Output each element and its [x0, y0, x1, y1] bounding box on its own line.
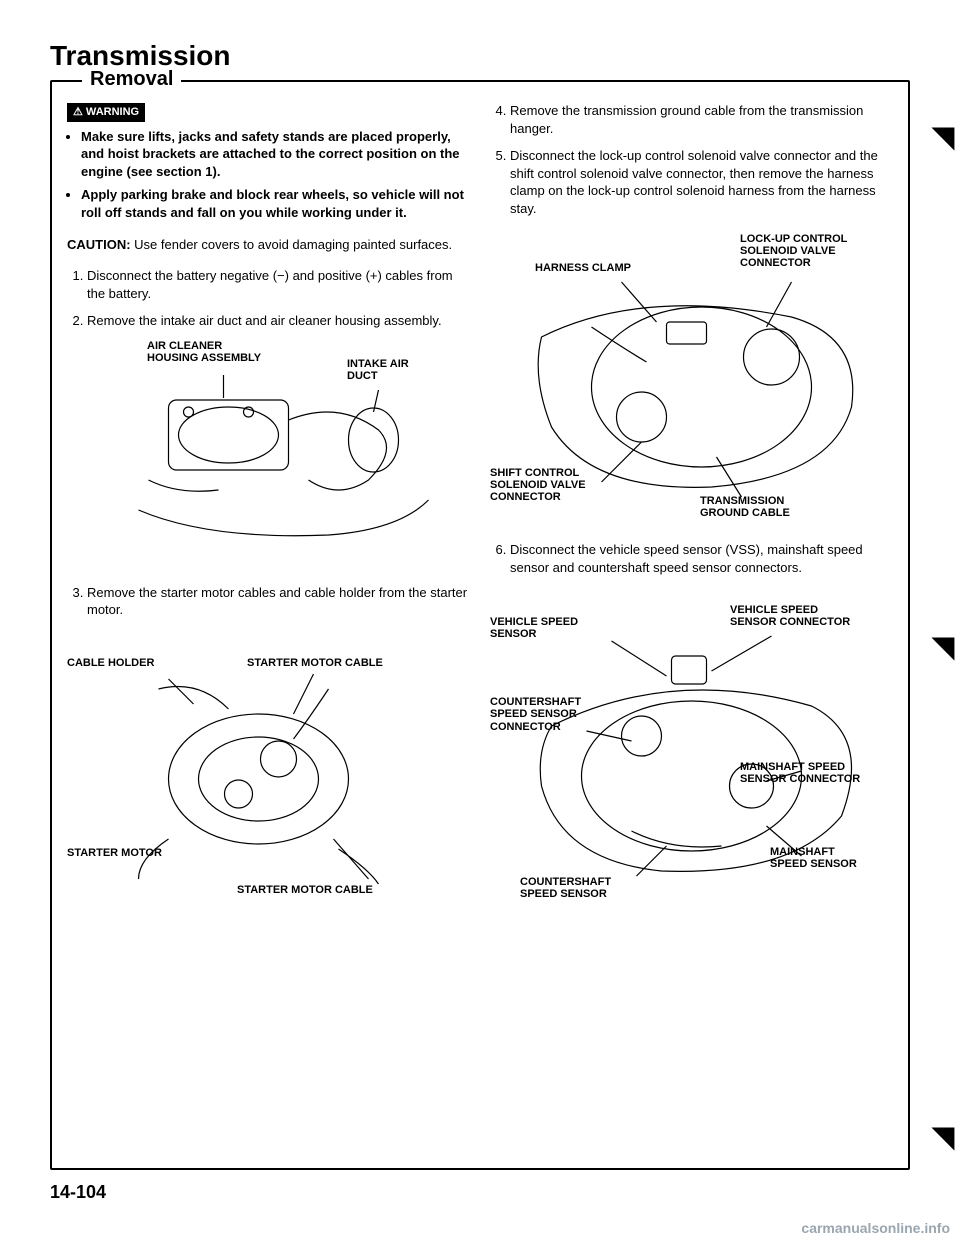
step-item: Remove the transmission ground cable fro… — [510, 102, 893, 137]
caution-block: CAUTION: Use fender covers to avoid dama… — [67, 236, 470, 254]
step-item: Disconnect the battery negative (−) and … — [87, 267, 470, 302]
label-starter-motor: STARTER MOTOR — [67, 847, 162, 859]
label-vss: VEHICLE SPEED SENSOR — [490, 616, 578, 640]
edge-mark: ◥ — [932, 630, 954, 663]
label-mainshaft: MAINSHAFT SPEED SENSOR — [770, 846, 857, 870]
figure-starter-motor: CABLE HOLDER STARTER MOTOR CABLE STARTER… — [67, 629, 470, 899]
caution-label: CAUTION: — [67, 237, 131, 252]
left-column: ⚠ WARNING Make sure lifts, jacks and saf… — [67, 102, 470, 1153]
caution-text: Use fender covers to avoid damaging pain… — [134, 237, 452, 252]
diagram-illustration — [67, 340, 470, 570]
label-harness-clamp: HARNESS CLAMP — [535, 262, 631, 274]
label-air-cleaner: AIR CLEANER HOUSING ASSEMBLY — [147, 340, 261, 364]
page-number: 14-104 — [50, 1182, 910, 1203]
label-starter-cable-top: STARTER MOTOR CABLE — [247, 657, 383, 669]
edge-mark: ◥ — [932, 1120, 954, 1153]
label-intake-duct: INTAKE AIR DUCT — [347, 358, 409, 382]
right-steps-cont: Disconnect the vehicle speed sensor (VSS… — [490, 541, 893, 576]
warning-item: Apply parking brake and block rear wheel… — [81, 186, 470, 221]
label-shift: SHIFT CONTROL SOLENOID VALVE CONNECTOR — [490, 467, 586, 503]
edge-mark: ◥ — [932, 120, 954, 153]
figure-speed-sensors: VEHICLE SPEED SENSOR VEHICLE SPEED SENSO… — [490, 586, 893, 896]
figure-solenoid: HARNESS CLAMP LOCK-UP CONTROL SOLENOID V… — [490, 227, 893, 527]
warning-badge: ⚠ WARNING — [67, 103, 145, 122]
label-counter-conn: COUNTERSHAFT SPEED SENSOR CONNECTOR — [490, 696, 581, 732]
right-column: Remove the transmission ground cable fro… — [490, 102, 893, 1153]
section-box: Removal ⚠ WARNING Make sure lifts, jacks… — [50, 80, 910, 1170]
label-starter-cable-bottom: STARTER MOTOR CABLE — [237, 884, 373, 896]
label-vss-conn: VEHICLE SPEED SENSOR CONNECTOR — [730, 604, 850, 628]
label-ground: TRANSMISSION GROUND CABLE — [700, 495, 790, 519]
label-mainshaft-conn: MAINSHAFT SPEED SENSOR CONNECTOR — [740, 761, 860, 785]
left-steps-cont: Remove the starter motor cables and cabl… — [67, 584, 470, 619]
label-lockup: LOCK-UP CONTROL SOLENOID VALVE CONNECTOR — [740, 233, 847, 269]
step-item: Disconnect the vehicle speed sensor (VSS… — [510, 541, 893, 576]
watermark: carmanualsonline.info — [801, 1220, 950, 1236]
warning-list: Make sure lifts, jacks and safety stands… — [67, 128, 470, 222]
label-cable-holder: CABLE HOLDER — [67, 657, 154, 669]
section-label: Removal — [82, 68, 181, 91]
step-item: Remove the intake air duct and air clean… — [87, 312, 470, 330]
warning-item: Make sure lifts, jacks and safety stands… — [81, 128, 470, 181]
label-counter: COUNTERSHAFT SPEED SENSOR — [520, 876, 611, 900]
right-steps: Remove the transmission ground cable fro… — [490, 102, 893, 217]
left-steps: Disconnect the battery negative (−) and … — [67, 267, 470, 330]
figure-air-cleaner: AIR CLEANER HOUSING ASSEMBLY INTAKE AIR … — [67, 340, 470, 570]
step-item: Disconnect the lock-up control solenoid … — [510, 147, 893, 217]
step-item: Remove the starter motor cables and cabl… — [87, 584, 470, 619]
